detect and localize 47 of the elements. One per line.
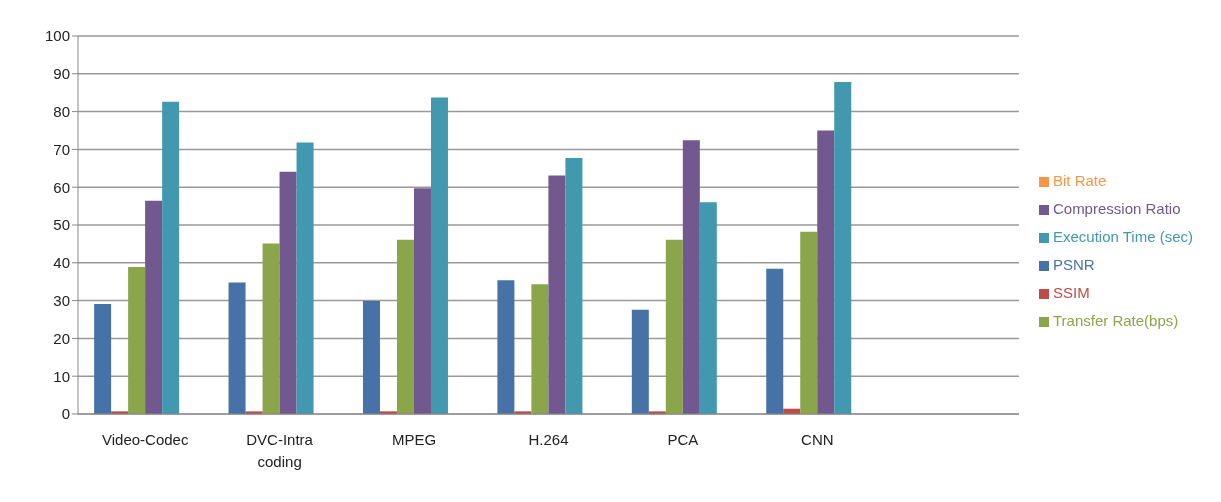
bar — [279, 171, 297, 414]
legend-label: Transfer Rate(bps) — [1052, 312, 1179, 329]
legend-label: Execution Time (sec) — [1052, 228, 1193, 245]
y-tick-label: 40 — [53, 254, 70, 272]
y-tick-label: 0 — [61, 405, 70, 423]
bar — [548, 175, 566, 414]
bar — [162, 101, 180, 414]
bar — [565, 158, 583, 414]
bar — [296, 142, 314, 414]
y-tick-label: 50 — [53, 216, 70, 234]
x-tick-label: PCA — [667, 430, 699, 448]
bar — [834, 82, 852, 414]
x-tick-label: H.264 — [528, 430, 569, 448]
bar — [817, 130, 835, 414]
bar — [413, 188, 431, 414]
bar — [94, 304, 112, 414]
y-tick-label: 10 — [53, 367, 70, 385]
bar — [631, 309, 649, 414]
x-tick-label: MPEG — [391, 430, 437, 448]
y-tick-label: 30 — [53, 291, 70, 309]
bar — [665, 239, 683, 414]
x-tick-label: DVC-Intra coding — [246, 430, 314, 470]
bar — [497, 280, 515, 414]
legend-label: Compression Ratio — [1052, 200, 1181, 217]
bar — [766, 268, 784, 414]
bar — [800, 231, 818, 414]
bar — [699, 202, 717, 414]
bar — [396, 239, 414, 414]
x-tick-label: Video-Codec — [101, 430, 189, 448]
bar — [362, 300, 380, 414]
bar — [128, 266, 146, 414]
legend-label: SSIM — [1052, 284, 1090, 301]
y-tick-label: 100 — [44, 27, 70, 45]
bar — [145, 200, 163, 414]
y-tick-label: 80 — [53, 102, 70, 120]
x-tick-label: CNN — [801, 430, 834, 448]
y-tick-label: 20 — [53, 329, 70, 347]
bar — [228, 282, 246, 414]
bar — [682, 140, 700, 414]
bar — [262, 243, 280, 414]
legend-label: Bit Rate — [1052, 172, 1107, 189]
y-tick-label: 90 — [53, 65, 70, 83]
y-tick-label: 60 — [53, 178, 70, 196]
legend-label: PSNR — [1052, 256, 1095, 273]
bar — [531, 284, 549, 414]
y-tick-label: 70 — [53, 140, 70, 158]
bar — [430, 97, 448, 414]
